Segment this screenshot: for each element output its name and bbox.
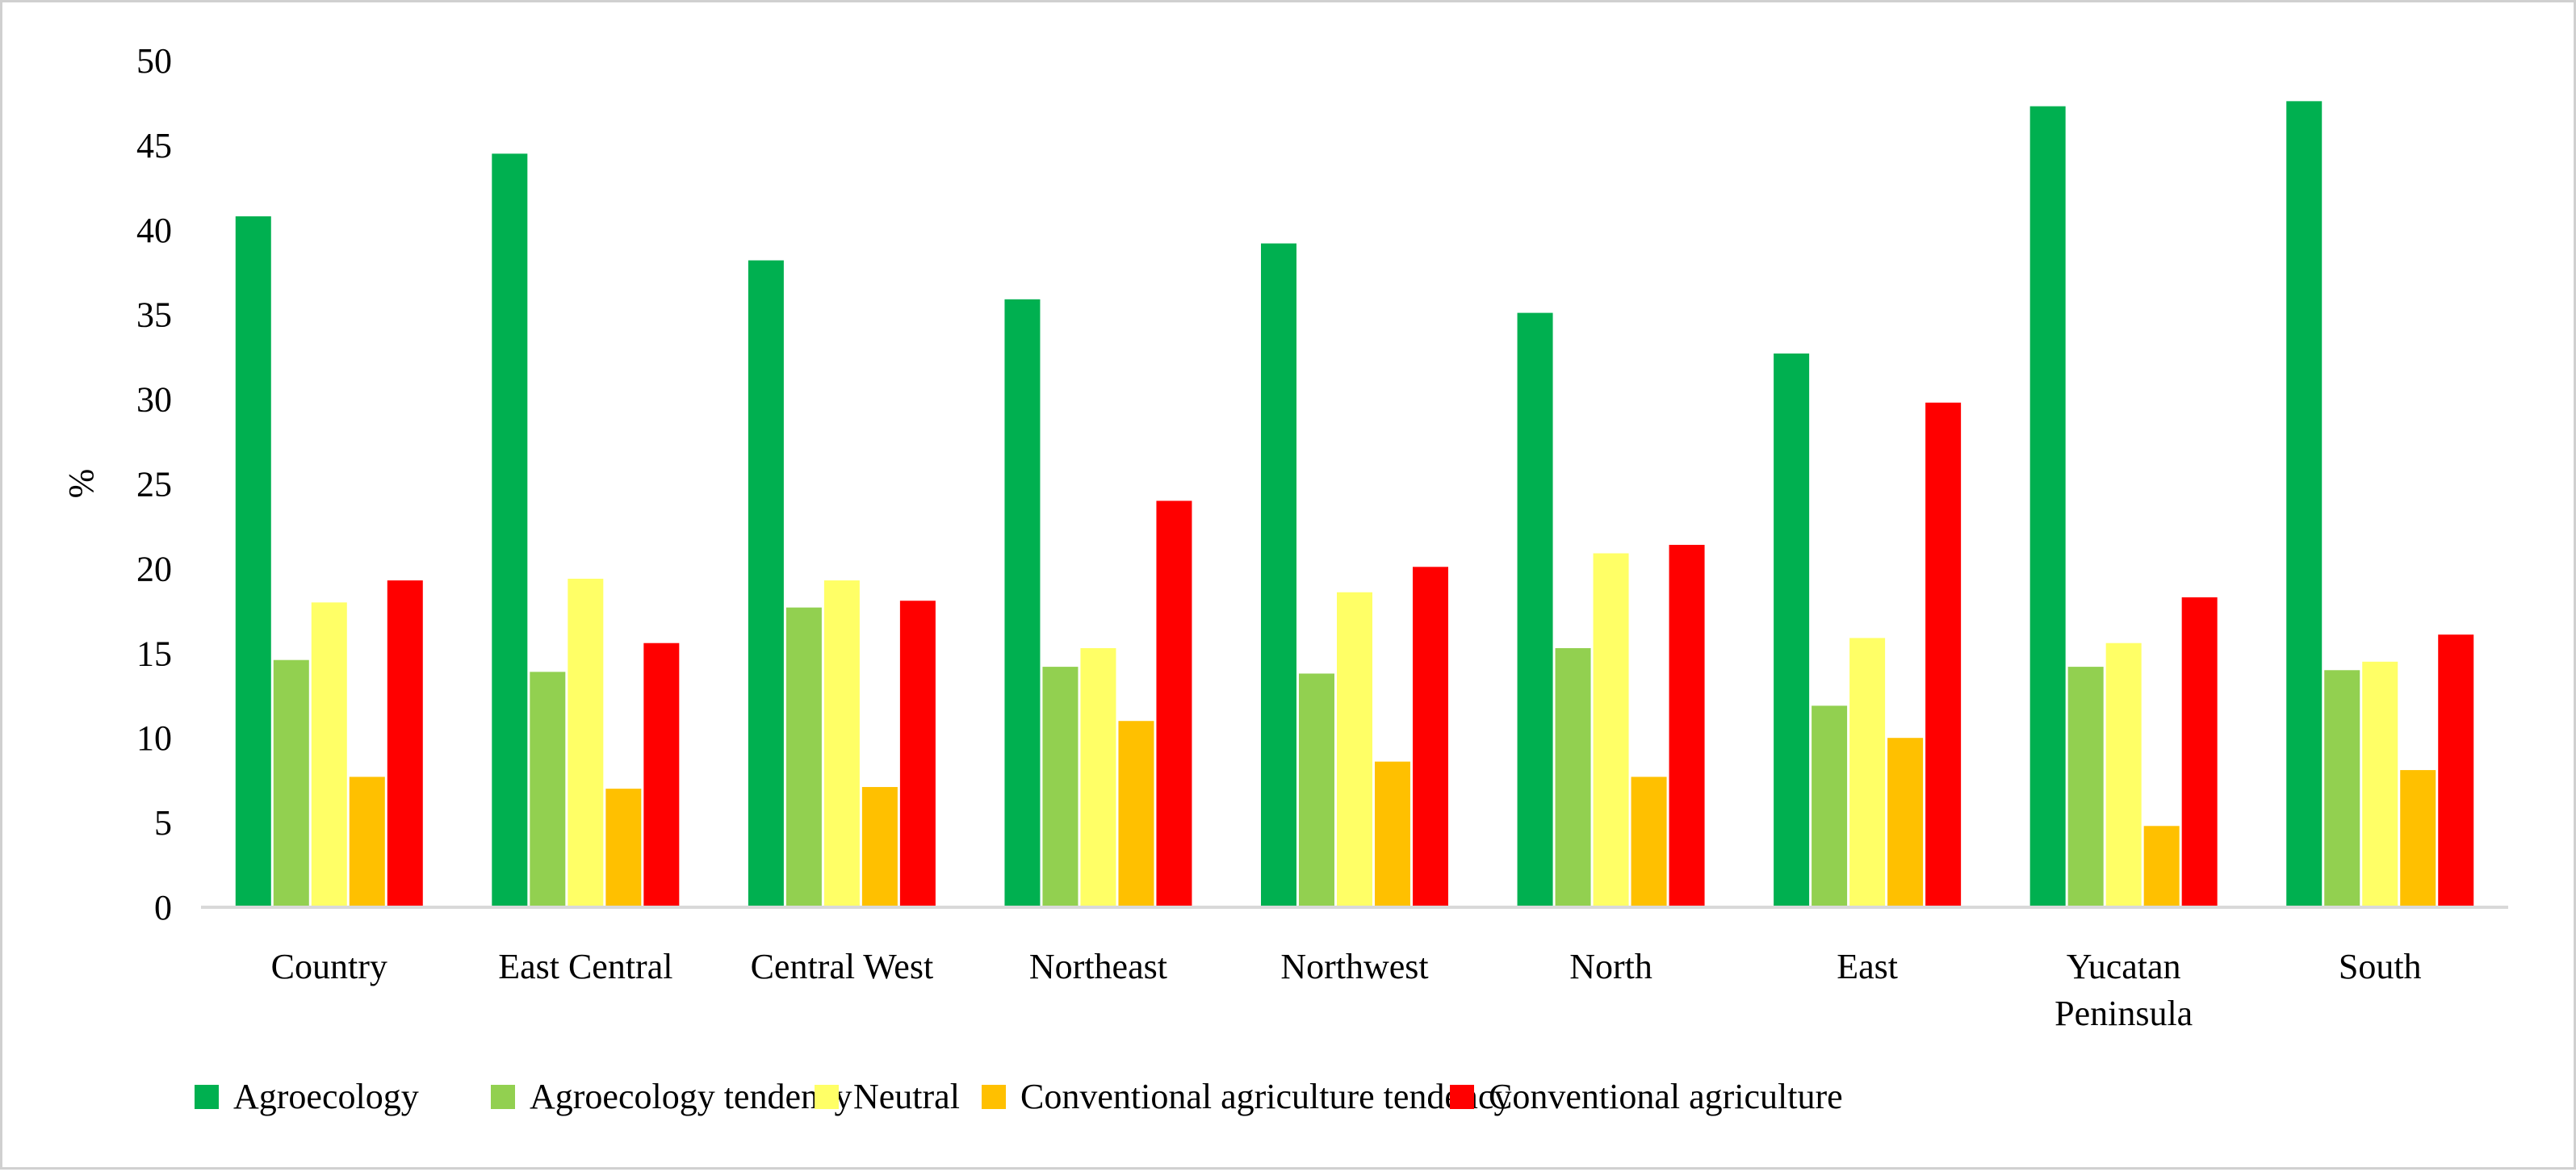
bar-conventional-agriculture-tendency bbox=[1375, 761, 1410, 907]
y-tick-label: 40 bbox=[136, 211, 172, 250]
x-category-label: East Central bbox=[498, 947, 672, 986]
bar-neutral bbox=[823, 580, 860, 907]
y-tick-label: 5 bbox=[154, 803, 172, 843]
legend-label: Conventional agriculture tendency bbox=[1020, 1077, 1511, 1116]
legend-swatch bbox=[982, 1085, 1006, 1109]
bar-conventional-agriculture-tendency bbox=[605, 789, 642, 907]
bar-conventional-agriculture bbox=[1156, 500, 1192, 907]
bar-neutral bbox=[2362, 661, 2398, 907]
bar-neutral bbox=[2105, 643, 2142, 907]
x-category-label: Northeast bbox=[1029, 947, 1167, 986]
y-tick-label: 10 bbox=[136, 718, 172, 758]
bar-conventional-agriculture-tendency bbox=[2400, 770, 2436, 907]
bar-agroecology bbox=[748, 260, 784, 908]
bar-agroecology-tendency bbox=[2324, 670, 2360, 907]
bar-neutral bbox=[311, 602, 347, 907]
y-axis-title: % bbox=[61, 469, 101, 499]
bar-conventional-agriculture bbox=[2438, 634, 2474, 907]
bar-agroecology bbox=[1004, 299, 1041, 907]
bar-conventional-agriculture-tendency bbox=[1631, 776, 1667, 907]
bar-conventional-agriculture bbox=[1669, 545, 1705, 907]
bar-conventional-agriculture-tendency bbox=[349, 776, 385, 907]
bar-agroecology-tendency bbox=[273, 659, 309, 907]
y-axis-ticks: 0 5 10 15 20 25 30 35 40 45 50 bbox=[136, 41, 172, 927]
bar-agroecology bbox=[1517, 312, 1553, 907]
bar-neutral bbox=[1080, 648, 1116, 907]
bar-agroecology bbox=[2286, 101, 2323, 908]
x-category-label: Yucatan bbox=[2067, 947, 2181, 986]
bar-conventional-agriculture bbox=[1925, 402, 1962, 907]
bar-agroecology-tendency bbox=[1042, 667, 1079, 907]
legend-label: Agroecology bbox=[233, 1077, 419, 1116]
bar-agroecology bbox=[235, 216, 271, 907]
x-category-label: East bbox=[1837, 947, 1898, 986]
bar-agroecology-tendency bbox=[785, 607, 822, 907]
bar-conventional-agriculture-tendency bbox=[861, 787, 898, 907]
legend-label: Conventional agriculture bbox=[1489, 1077, 1843, 1116]
bar-agroecology-tendency bbox=[1812, 705, 1848, 907]
y-tick-label: 50 bbox=[136, 41, 172, 81]
x-category-label: Central West bbox=[751, 947, 934, 986]
bar-conventional-agriculture-tendency bbox=[1887, 738, 1924, 907]
legend-label: Agroecology tendency bbox=[530, 1077, 852, 1116]
legend: Agroecology Agroecology tendency Neutral Co… bbox=[195, 1077, 1843, 1116]
x-category-label: Peninsula bbox=[2055, 994, 2193, 1033]
x-category-label: North bbox=[1569, 947, 1652, 986]
legend-swatch bbox=[195, 1085, 219, 1109]
bar-agroecology bbox=[1774, 353, 1810, 908]
bar-agroecology bbox=[492, 153, 528, 907]
bar-agroecology-tendency bbox=[1555, 648, 1591, 907]
y-tick-label: 30 bbox=[136, 380, 172, 420]
bar-agroecology-tendency bbox=[2067, 667, 2104, 907]
bar-neutral bbox=[1849, 638, 1886, 907]
y-tick-label: 20 bbox=[136, 549, 172, 588]
legend-swatch bbox=[491, 1085, 515, 1109]
y-tick-label: 25 bbox=[136, 465, 172, 504]
x-category-label: Country bbox=[271, 947, 387, 986]
legend-swatch bbox=[815, 1085, 839, 1109]
bar-conventional-agriculture bbox=[2181, 597, 2218, 907]
bar-series bbox=[235, 101, 2474, 908]
bar-conventional-agriculture-tendency bbox=[2143, 826, 2180, 907]
bar-neutral bbox=[1337, 592, 1372, 907]
y-tick-label: 0 bbox=[154, 888, 172, 927]
legend-swatch bbox=[1450, 1085, 1474, 1109]
bar-conventional-agriculture-tendency bbox=[1118, 721, 1154, 907]
legend-label: Neutral bbox=[853, 1077, 960, 1116]
y-tick-label: 15 bbox=[136, 634, 172, 673]
y-tick-label: 35 bbox=[136, 295, 172, 335]
bar-conventional-agriculture bbox=[1413, 567, 1448, 907]
bar-agroecology-tendency bbox=[530, 672, 566, 907]
bar-neutral bbox=[1593, 553, 1629, 907]
bar-conventional-agriculture bbox=[899, 601, 936, 907]
bar-agroecology bbox=[2029, 106, 2066, 907]
bar-conventional-agriculture bbox=[643, 643, 680, 907]
bar-conventional-agriculture bbox=[387, 580, 423, 907]
y-tick-label: 45 bbox=[136, 126, 172, 165]
bar-agroecology-tendency bbox=[1299, 673, 1334, 907]
bar-agroecology bbox=[1261, 243, 1296, 908]
x-category-label: South bbox=[2339, 947, 2422, 986]
bar-neutral bbox=[568, 578, 604, 907]
x-axis-category-labels: Country East Central Central West Northeast… bbox=[271, 947, 2422, 1033]
x-category-label: Northwest bbox=[1280, 947, 1428, 986]
